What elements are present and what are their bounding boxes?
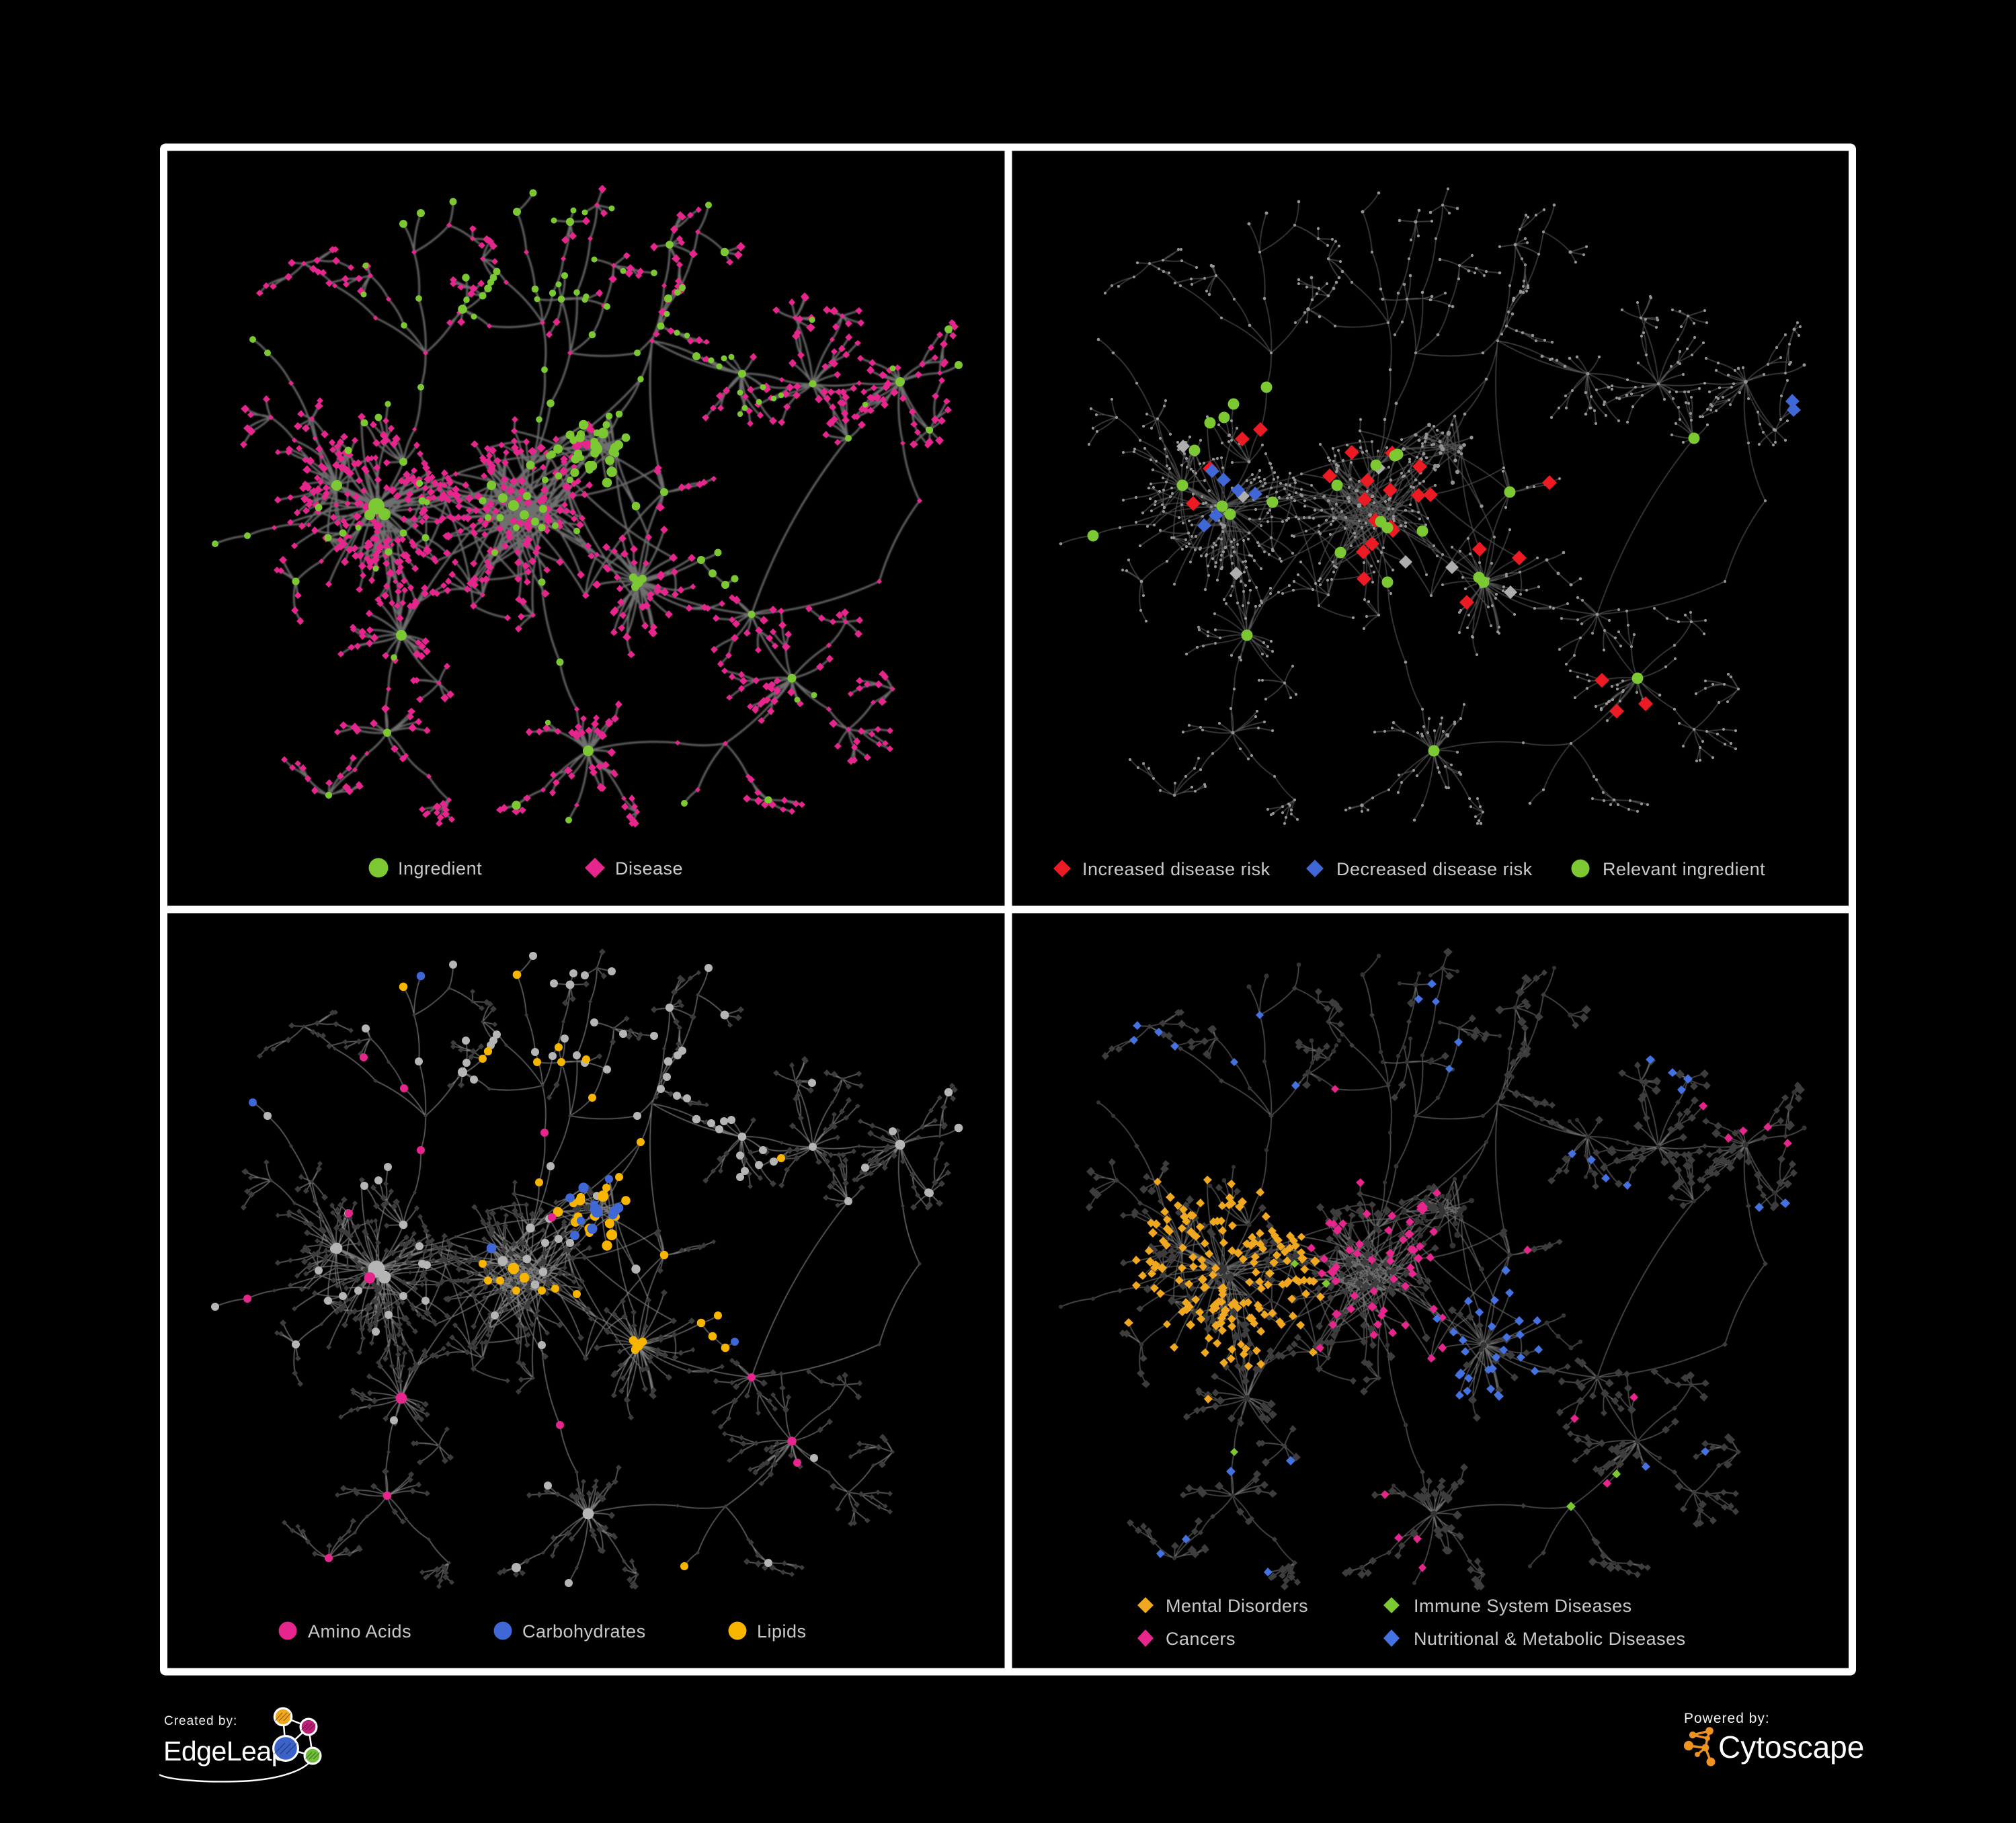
svg-text:Mental Disorders: Mental Disorders: [1166, 1596, 1308, 1616]
svg-text:Carbohydrates: Carbohydrates: [522, 1621, 646, 1642]
svg-text:Ingredient: Ingredient: [398, 858, 482, 879]
svg-text:Relevant ingredient: Relevant ingredient: [1603, 859, 1765, 879]
svg-text:Amino Acids: Amino Acids: [308, 1621, 411, 1642]
svg-text:Nutritional & Metabolic Diseas: Nutritional & Metabolic Diseases: [1414, 1629, 1686, 1649]
svg-text:Immune System Diseases: Immune System Diseases: [1414, 1596, 1632, 1616]
svg-text:Decreased disease risk: Decreased disease risk: [1336, 859, 1533, 879]
svg-text:Lipids: Lipids: [757, 1621, 807, 1642]
svg-text:Increased disease risk: Increased disease risk: [1082, 859, 1271, 879]
svg-text:EdgeLeap: EdgeLeap: [163, 1736, 286, 1767]
svg-text:Cytoscape: Cytoscape: [1718, 1730, 1864, 1765]
svg-text:Created by:: Created by:: [164, 1714, 237, 1728]
svg-text:Powered by:: Powered by:: [1684, 1711, 1770, 1726]
svg-text:Cancers: Cancers: [1166, 1629, 1236, 1649]
svg-text:Disease: Disease: [615, 858, 683, 879]
